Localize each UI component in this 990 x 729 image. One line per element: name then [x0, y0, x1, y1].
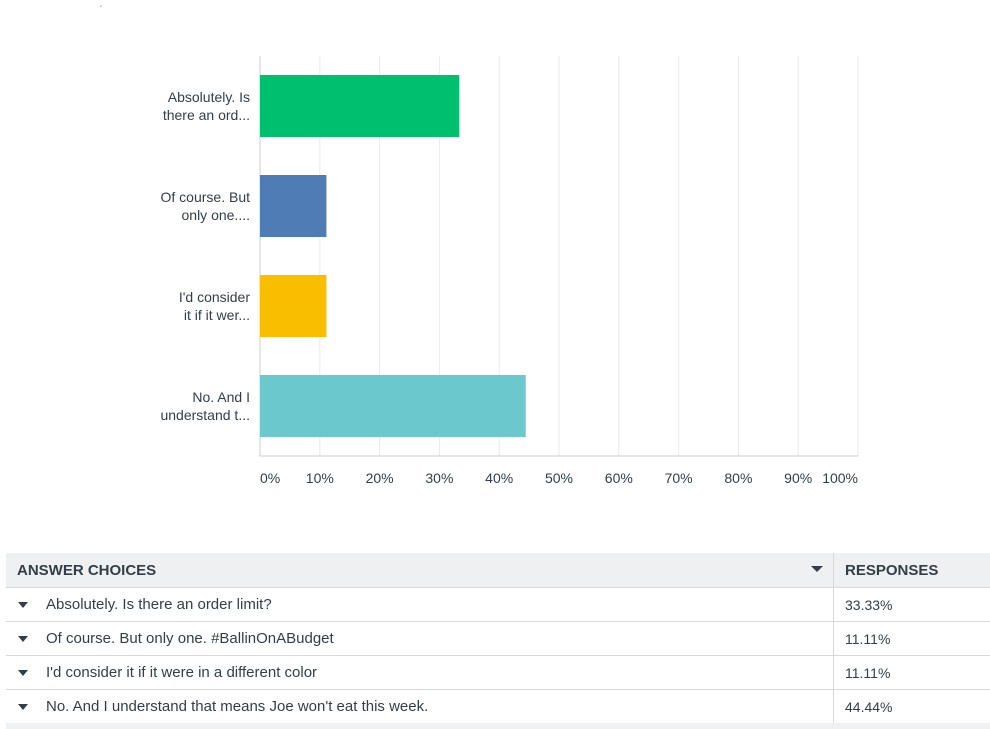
answer-cell: No. And I understand that means Joe won'…	[6, 690, 834, 723]
expand-caret-icon[interactable]	[18, 601, 28, 608]
x-tick-label: 20%	[366, 470, 394, 486]
response-percent: 33.33%	[845, 596, 893, 613]
x-tick-label: 0%	[260, 470, 280, 486]
bar-3	[260, 275, 327, 337]
answer-text: I'd consider it if it were in a differen…	[46, 664, 318, 681]
expand-caret-icon[interactable]	[18, 635, 28, 642]
top-mark: '	[100, 4, 102, 15]
x-tick-label: 70%	[665, 470, 693, 486]
x-tick-label: 90%	[784, 470, 812, 486]
sort-dropdown-icon[interactable]	[811, 566, 823, 572]
table-footer-strip	[6, 723, 990, 729]
category-label: No. And I	[192, 389, 250, 405]
response-percent: 44.44%	[845, 698, 893, 715]
response-percent: 11.11%	[845, 630, 891, 647]
answer-choices-header-label: ANSWER CHOICES	[17, 561, 157, 579]
x-tick-label: 50%	[545, 470, 573, 486]
answer-text: Absolutely. Is there an order limit?	[46, 596, 272, 613]
table-row: I'd consider it if it were in a differen…	[6, 656, 990, 690]
answer-text: No. And I understand that means Joe won'…	[46, 698, 429, 715]
x-tick-label: 40%	[485, 470, 513, 486]
table-row: Absolutely. Is there an order limit? 33.…	[6, 588, 990, 622]
answer-text: Of course. But only one. #BallinOnABudge…	[46, 630, 334, 647]
category-label: there an ord...	[163, 107, 250, 123]
answer-choices-header[interactable]: ANSWER CHOICES	[6, 553, 834, 587]
bar-chart: 0% 10% 20% 30% 40% 50% 60% 70% 80% 90% 100% Absolut…	[160, 56, 859, 486]
bar-4	[260, 375, 526, 437]
expand-caret-icon[interactable]	[18, 669, 28, 676]
response-percent: 11.11%	[845, 664, 891, 681]
bar-1	[260, 75, 460, 137]
category-label: Of course. But	[161, 189, 251, 205]
bar-2	[260, 175, 327, 237]
results-table: ANSWER CHOICES RESPONSES Absolutely. Is …	[6, 553, 990, 724]
answer-cell: Of course. But only one. #BallinOnABudge…	[6, 622, 834, 655]
x-tick-label: 60%	[605, 470, 633, 486]
category-label: only one....	[182, 207, 251, 223]
x-tick-label: 10%	[306, 470, 334, 486]
answer-cell: I'd consider it if it were in a differen…	[6, 656, 834, 689]
category-label: I'd consider	[179, 289, 250, 305]
answer-cell: Absolutely. Is there an order limit?	[6, 588, 834, 621]
table-header: ANSWER CHOICES RESPONSES	[6, 553, 990, 588]
table-row: No. And I understand that means Joe won'…	[6, 690, 990, 724]
category-label: it if it wer...	[184, 307, 250, 323]
x-tick-label: 30%	[425, 470, 453, 486]
x-tick-label: 100%	[822, 470, 858, 486]
expand-caret-icon[interactable]	[18, 703, 28, 710]
table-row: Of course. But only one. #BallinOnABudge…	[6, 622, 990, 656]
responses-header: RESPONSES	[845, 561, 939, 579]
x-tick-label: 80%	[724, 470, 752, 486]
category-label: Absolutely. Is	[168, 89, 250, 105]
category-label: understand t...	[160, 407, 250, 423]
